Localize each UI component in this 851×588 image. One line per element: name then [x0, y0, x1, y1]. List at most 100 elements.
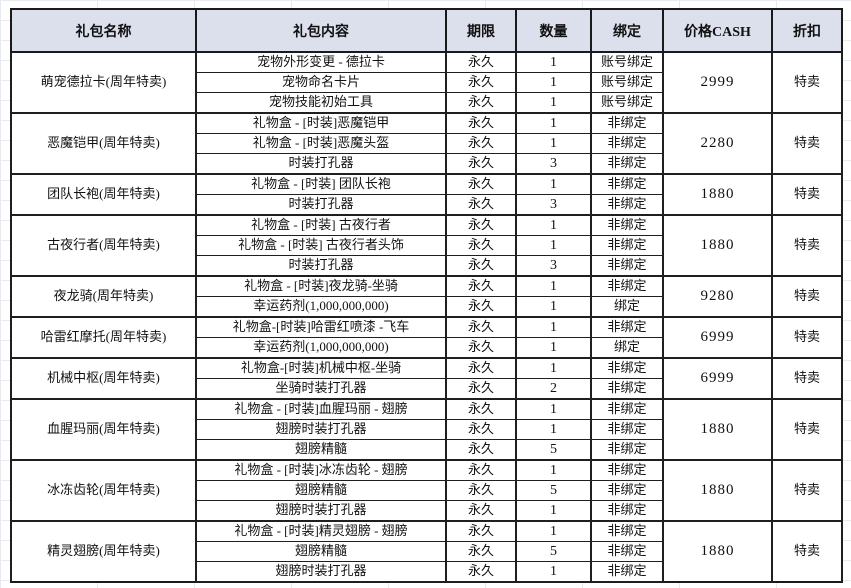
quantity-cell: 1 [515, 459, 592, 481]
binding-cell: 非绑定 [590, 378, 664, 400]
binding-cell: 绑定 [590, 296, 664, 318]
binding-cell: 非绑定 [590, 235, 664, 256]
duration-cell: 永久 [445, 541, 517, 562]
gift-package-table: 礼包名称 礼包内容 期限 数量 绑定 价格CASH 折扣 萌宠德拉卡(周年特卖)… [10, 8, 843, 583]
table-row: 团队长袍(周年特卖) 礼物盒 - [时装] 团队长袍 永久 1 非绑定 1880 特卖 [10, 173, 843, 216]
price-cell: 2999 [662, 51, 773, 114]
content-cell: 幸运药剂(1,000,000,000) [195, 337, 447, 359]
binding-cell: 绑定 [590, 337, 664, 359]
table-row: 宠物命名卡片 永久 1 账号绑定 [11, 72, 842, 93]
binding-cell: 非绑定 [590, 357, 664, 379]
content-cell: 翅膀精髓 [195, 541, 447, 562]
discount-cell: 特卖 [771, 398, 843, 461]
duration-cell: 永久 [445, 296, 517, 318]
price-cell: 1880 [662, 398, 773, 461]
binding-cell: 非绑定 [590, 480, 664, 501]
content-cell: 礼物盒 - [时装] 团队长袍 [195, 173, 447, 195]
binding-cell: 非绑定 [590, 133, 664, 154]
binding-cell: 非绑定 [590, 541, 664, 562]
header-package-content: 礼包内容 [195, 8, 447, 53]
content-cell: 时装打孔器 [195, 194, 447, 216]
duration-cell: 永久 [445, 500, 517, 522]
package-name-cell: 血腥玛丽(周年特卖) [10, 398, 197, 461]
price-cell: 1880 [662, 520, 773, 583]
quantity-cell: 1 [515, 296, 592, 318]
package-name-cell: 冰冻齿轮(周年特卖) [10, 459, 197, 522]
discount-cell: 特卖 [771, 51, 843, 114]
quantity-cell: 3 [515, 153, 592, 175]
content-cell: 时装打孔器 [195, 153, 447, 175]
quantity-cell: 1 [515, 92, 592, 114]
binding-cell: 非绑定 [590, 459, 664, 481]
duration-cell: 永久 [445, 398, 517, 420]
binding-cell: 非绑定 [590, 500, 664, 522]
binding-cell: 账号绑定 [590, 72, 664, 93]
quantity-cell: 1 [515, 51, 592, 73]
quantity-cell: 1 [515, 357, 592, 379]
binding-cell: 非绑定 [590, 316, 664, 338]
discount-cell: 特卖 [771, 173, 843, 216]
table-row: 萌宠德拉卡(周年特卖) 宠物外形变更 - 德拉卡 永久 1 账号绑定 2999 特卖 [10, 51, 843, 114]
header-package-name: 礼包名称 [10, 8, 197, 53]
content-cell: 礼物盒 - [时装]血腥玛丽 - 翅膀 [195, 398, 447, 420]
binding-cell: 非绑定 [590, 255, 664, 277]
content-cell: 翅膀精髓 [195, 480, 447, 501]
table-row: 幸运药剂(1,000,000,000) 永久 1 绑定 [11, 337, 842, 359]
duration-cell: 永久 [445, 378, 517, 400]
duration-cell: 永久 [445, 112, 517, 134]
package-name-cell: 古夜行者(周年特卖) [10, 214, 197, 277]
table-row: 精灵翅膀(周年特卖) 礼物盒 - [时装]精灵翅膀 - 翅膀 永久 1 非绑定 1880 特… [10, 520, 843, 583]
table-row: 时装打孔器 永久 3 非绑定 [11, 255, 842, 277]
table-row: 翅膀时装打孔器 永久 1 非绑定 [11, 561, 842, 583]
binding-cell: 非绑定 [590, 439, 664, 461]
table-row: 冰冻齿轮(周年特卖) 礼物盒 - [时装]冰冻齿轮 - 翅膀 永久 1 非绑定 1880 特… [10, 459, 843, 522]
content-cell: 礼物盒-[时装]哈雷红喷漆 -飞车 [195, 316, 447, 338]
discount-cell: 特卖 [771, 316, 843, 359]
quantity-cell: 5 [515, 541, 592, 562]
discount-cell: 特卖 [771, 112, 843, 175]
content-cell: 时装打孔器 [195, 255, 447, 277]
price-cell: 6999 [662, 357, 773, 400]
table-row: 礼物盒 - [时装]恶魔头盔 永久 1 非绑定 [11, 133, 842, 154]
duration-cell: 永久 [445, 153, 517, 175]
duration-cell: 永久 [445, 133, 517, 154]
duration-cell: 永久 [445, 92, 517, 114]
content-cell: 翅膀时装打孔器 [195, 500, 447, 522]
binding-cell: 非绑定 [590, 214, 664, 236]
discount-cell: 特卖 [771, 275, 843, 318]
quantity-cell: 2 [515, 378, 592, 400]
binding-cell: 非绑定 [590, 275, 664, 297]
quantity-cell: 5 [515, 439, 592, 461]
content-cell: 礼物盒 - [时装] 古夜行者 [195, 214, 447, 236]
duration-cell: 永久 [445, 194, 517, 216]
price-cell: 1880 [662, 459, 773, 522]
table-row: 血腥玛丽(周年特卖) 礼物盒 - [时装]血腥玛丽 - 翅膀 永久 1 非绑定 1880 特… [10, 398, 843, 461]
quantity-cell: 1 [515, 235, 592, 256]
content-cell: 礼物盒-[时装]机械中枢-坐骑 [195, 357, 447, 379]
table-row: 哈雷红摩托(周年特卖) 礼物盒-[时装]哈雷红喷漆 -飞车 永久 1 非绑定 6999 特卖 [10, 316, 843, 359]
price-cell: 1880 [662, 214, 773, 277]
discount-cell: 特卖 [771, 520, 843, 583]
content-cell: 幸运药剂(1,000,000,000) [195, 296, 447, 318]
discount-cell: 特卖 [771, 459, 843, 522]
package-name-cell: 萌宠德拉卡(周年特卖) [10, 51, 197, 114]
table-row: 礼物盒 - [时装] 古夜行者头饰 永久 1 非绑定 [11, 235, 842, 256]
duration-cell: 永久 [445, 173, 517, 195]
table-row: 时装打孔器 永久 3 非绑定 [11, 153, 842, 175]
duration-cell: 永久 [445, 357, 517, 379]
table-body: 萌宠德拉卡(周年特卖) 宠物外形变更 - 德拉卡 永久 1 账号绑定 2999 特卖 宠物命名… [10, 51, 843, 583]
quantity-cell: 1 [515, 398, 592, 420]
table-row: 翅膀精髓 永久 5 非绑定 [11, 439, 842, 461]
table-row: 恶魔铠甲(周年特卖) 礼物盒 - [时装]恶魔铠甲 永久 1 非绑定 2280 特卖 [10, 112, 843, 175]
price-cell: 1880 [662, 173, 773, 216]
header-discount: 折扣 [771, 8, 843, 53]
price-cell: 9280 [662, 275, 773, 318]
table-row: 翅膀时装打孔器 永久 1 非绑定 [11, 419, 842, 440]
table-row: 夜龙骑(周年特卖) 礼物盒 - [时装]夜龙骑-坐骑 永久 1 非绑定 9280 特卖 [10, 275, 843, 318]
binding-cell: 非绑定 [590, 561, 664, 583]
quantity-cell: 1 [515, 173, 592, 195]
table-row: 古夜行者(周年特卖) 礼物盒 - [时装] 古夜行者 永久 1 非绑定 1880 特卖 [10, 214, 843, 277]
content-cell: 坐骑时装打孔器 [195, 378, 447, 400]
quantity-cell: 1 [515, 337, 592, 359]
header-price-cash: 价格CASH [662, 8, 773, 53]
